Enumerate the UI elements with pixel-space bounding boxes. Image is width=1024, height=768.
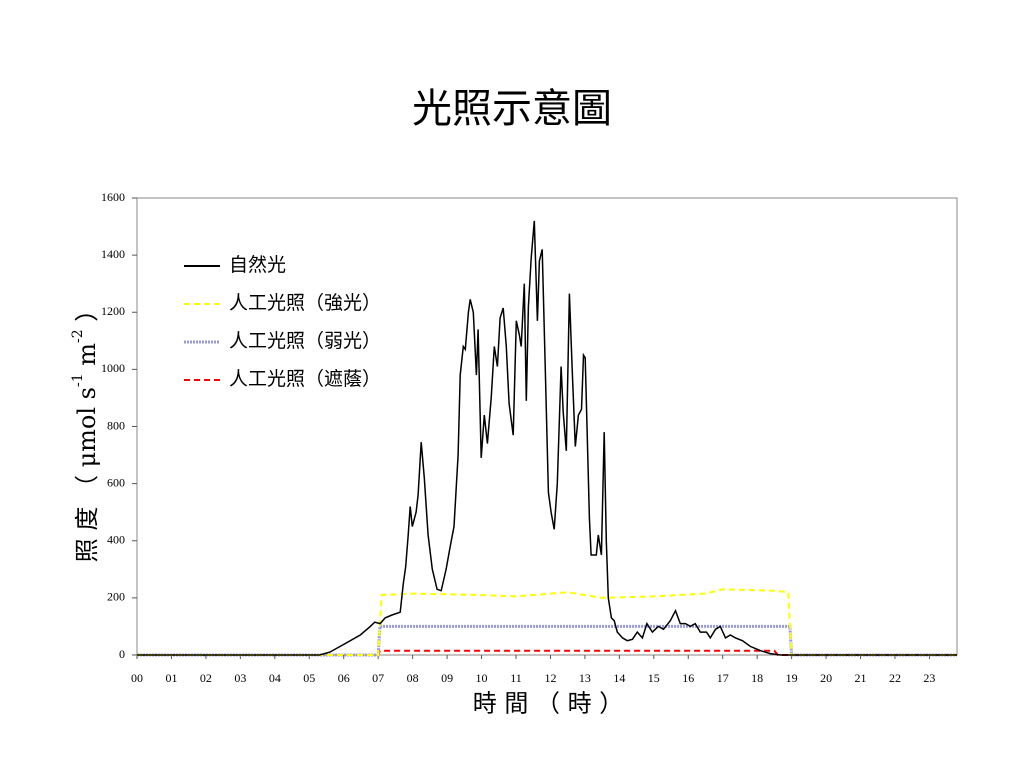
y-tick-label: 1600: [101, 190, 125, 204]
y-tick-label: 0: [119, 647, 125, 661]
y-tick-label: 1400: [101, 247, 125, 261]
y-tick-label: 400: [107, 533, 125, 547]
x-tick-label: 07: [372, 671, 384, 685]
x-tick-label: 14: [613, 671, 625, 685]
y-label-part: -2: [70, 329, 86, 343]
x-tick-label: 04: [269, 671, 281, 685]
series-line: [137, 588, 957, 656]
y-tick-label: 200: [107, 590, 125, 604]
y-label-part: ）: [73, 298, 101, 330]
y-tick-label: 800: [107, 418, 125, 432]
x-tick-label: 11: [510, 671, 522, 685]
x-tick-label: 00: [131, 671, 143, 685]
x-tick-label: 03: [234, 671, 246, 685]
y-label-part: 照 度 （ μmol s: [73, 387, 101, 562]
y-label-part: m: [73, 343, 101, 374]
x-tick-label: 02: [200, 671, 212, 685]
legend-label: 人工光照（弱光）: [229, 330, 381, 352]
x-tick-label: 13: [579, 671, 591, 685]
legend-label: 人工光照（遮蔭）: [229, 368, 381, 390]
x-tick-label: 16: [682, 671, 694, 685]
x-tick-label: 20: [820, 671, 832, 685]
series-line: [137, 220, 957, 656]
x-tick-label: 08: [407, 671, 419, 685]
y-label-part: -1: [70, 373, 86, 387]
x-tick-label: 22: [889, 671, 901, 685]
x-tick-label: 05: [303, 671, 315, 685]
x-tick-label: 17: [717, 671, 729, 685]
x-tick-label: 10: [476, 671, 488, 685]
x-tick-label: 21: [855, 671, 867, 685]
y-tick-label: 1000: [101, 361, 125, 375]
x-axis-label: 時 間 （ 時 ）: [473, 690, 624, 718]
x-tick-label: 18: [751, 671, 763, 685]
legend-label: 人工光照（強光）: [229, 292, 381, 314]
x-tick-label: 19: [786, 671, 798, 685]
legend-label: 自然光: [229, 254, 286, 276]
y-axis-label: 照 度 （ μmol s-1 m-2 ）: [70, 298, 101, 563]
x-tick-label: 01: [165, 671, 177, 685]
x-tick-label: 23: [923, 671, 935, 685]
x-tick-label: 15: [648, 671, 660, 685]
y-tick-label: 600: [107, 475, 125, 489]
y-tick-label: 1200: [101, 304, 125, 318]
chart-title: 光照示意圖: [412, 86, 612, 132]
x-tick-label: 12: [544, 671, 556, 685]
x-tick-label: 06: [338, 671, 350, 685]
x-tick-label: 09: [441, 671, 453, 685]
